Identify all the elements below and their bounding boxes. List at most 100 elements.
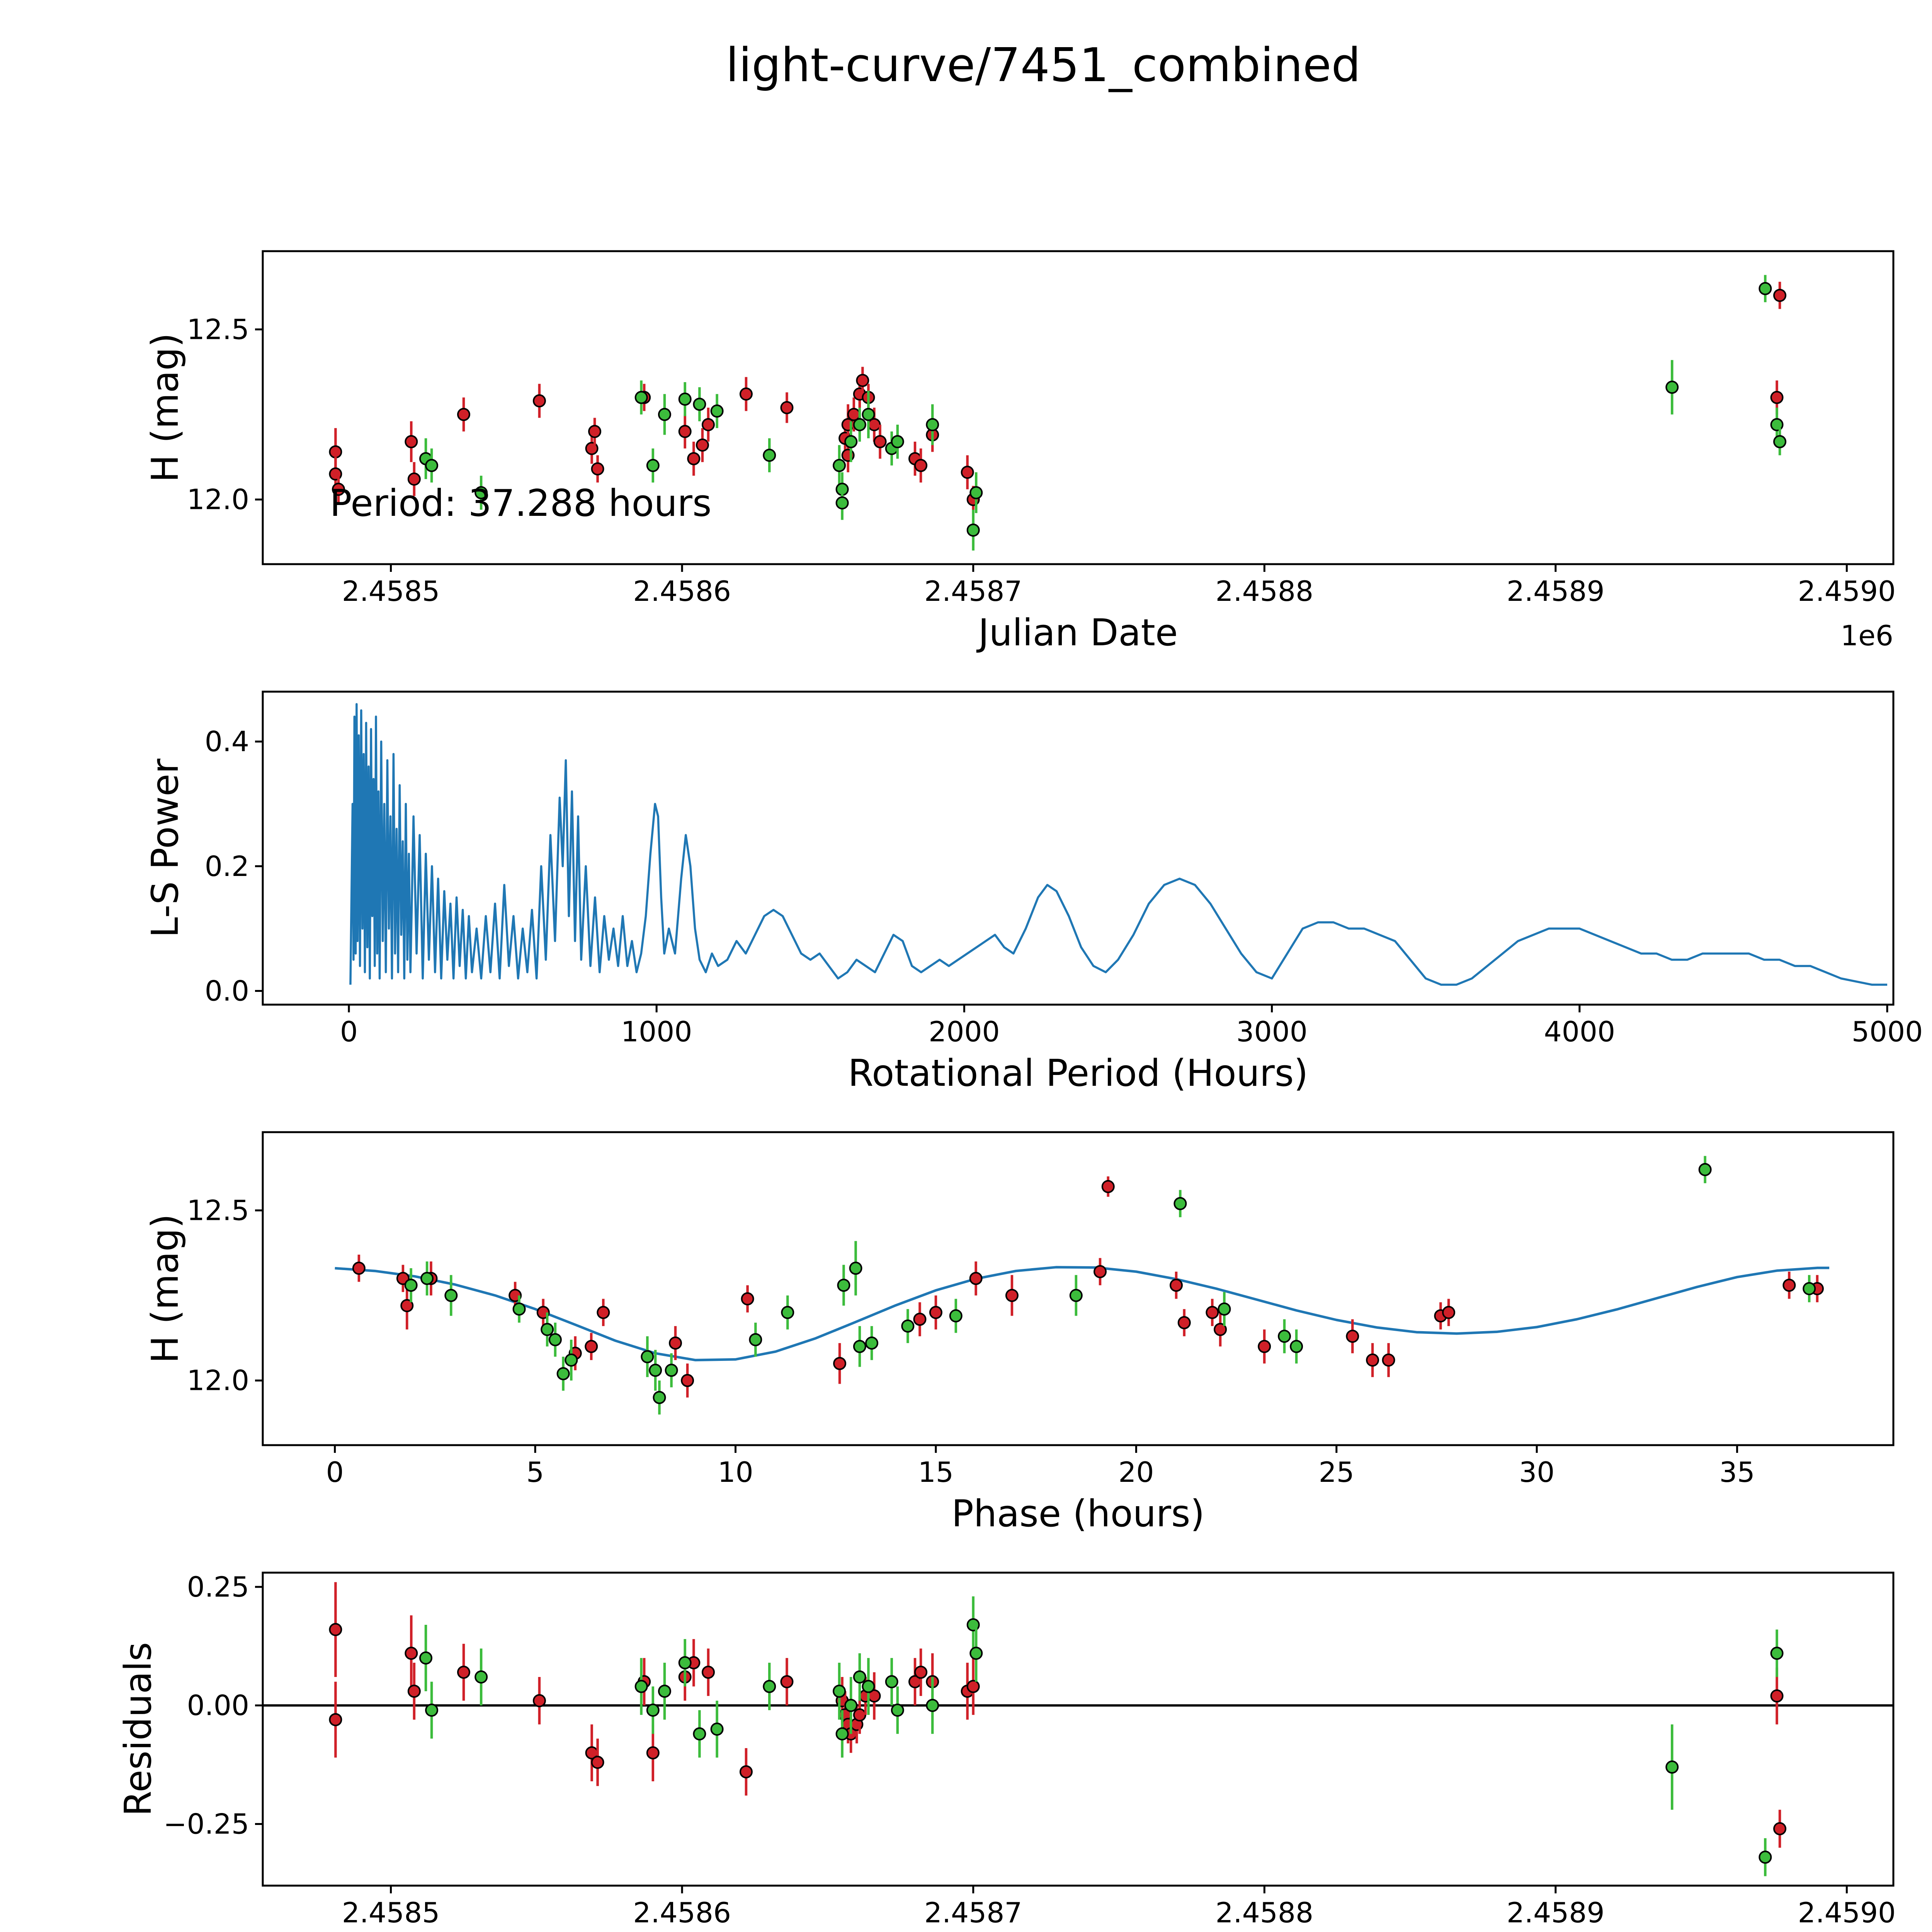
y-tick-label: 0.00: [187, 1690, 249, 1722]
x-tick-label: 2.4586: [633, 575, 731, 608]
data-point: [849, 1262, 862, 1275]
data-point: [1698, 1163, 1712, 1176]
data-point: [634, 391, 648, 404]
data-point: [865, 1336, 879, 1350]
x-axis-label: Phase (hours): [951, 1493, 1204, 1535]
x-axis-label: Rotational Period (Hours): [848, 1052, 1308, 1095]
data-point: [668, 1336, 682, 1350]
x-tick-label: 5000: [1852, 1016, 1923, 1048]
panel-phase-folded: 0 5 10 15 20 25 30 35 12.0 12.5 Phase (hours) H (ma…: [144, 1131, 1895, 1535]
data-point: [891, 1703, 904, 1717]
data-point: [1773, 289, 1787, 302]
data-point: [1173, 1197, 1187, 1210]
y-tick-label: 0.25: [187, 1571, 249, 1604]
y-tick-label: 0.2: [205, 850, 249, 883]
series-ls-power: [349, 703, 1888, 986]
data-point: [853, 418, 866, 432]
data-point: [1101, 1180, 1115, 1193]
axes-frame: [262, 690, 1895, 1006]
data-point: [966, 523, 980, 537]
data-point: [1346, 1330, 1359, 1343]
data-point: [585, 1340, 598, 1353]
x-tick-label: 20: [1118, 1456, 1154, 1489]
data-point: [425, 459, 439, 472]
x-tick-label: 2.4589: [1507, 575, 1605, 608]
data-point: [404, 1279, 418, 1292]
data-point: [474, 1670, 488, 1684]
data-point: [749, 1333, 762, 1347]
data-point: [741, 1292, 754, 1306]
axes-frame: [262, 1131, 1895, 1446]
data-point: [1803, 1282, 1816, 1295]
data-point: [634, 1680, 648, 1693]
data-point: [405, 435, 418, 449]
data-point: [966, 1680, 980, 1693]
data-point: [780, 401, 794, 414]
data-point: [833, 1684, 846, 1698]
data-point: [739, 387, 753, 401]
x-tick-label: 2.4586: [633, 1897, 731, 1929]
data-point: [407, 1684, 421, 1698]
data-point: [1759, 282, 1772, 295]
panels-group: 2.4585 2.4586 2.4587 2.4588 2.4589 2.4590 12.0…: [117, 250, 1923, 1929]
x-tick-label: 4000: [1544, 1016, 1616, 1048]
x-tick-label: 2.4585: [342, 575, 440, 608]
data-point: [1782, 1279, 1796, 1292]
data-point: [1005, 1289, 1019, 1302]
data-point: [969, 486, 983, 500]
data-point: [1277, 1330, 1291, 1343]
period-annotation: Period: 37.288 hours: [330, 482, 711, 525]
data-point: [763, 449, 776, 462]
y-tick-label: −0.25: [163, 1808, 249, 1840]
data-point: [687, 452, 701, 466]
series-green-points: [419, 275, 1787, 551]
data-point: [844, 1699, 858, 1712]
x-tick-label: 10: [718, 1456, 753, 1489]
data-point: [862, 408, 875, 421]
data-point: [913, 1313, 927, 1326]
x-tick-label: 2.4585: [342, 1897, 440, 1929]
y-tick-label: 12.0: [187, 484, 249, 516]
data-point: [588, 425, 602, 438]
sinusoid-fit-line: [335, 1266, 1830, 1362]
data-point: [693, 398, 706, 411]
y-axis-label: H (mag): [144, 333, 187, 483]
data-point: [837, 1279, 850, 1292]
data-point: [565, 1353, 578, 1367]
y-axis-label: L-S Power: [144, 758, 187, 937]
data-point: [961, 466, 974, 479]
data-point: [678, 425, 692, 438]
data-point: [696, 438, 709, 452]
data-point: [474, 486, 488, 500]
data-point: [1770, 1646, 1784, 1660]
data-point: [1770, 418, 1784, 432]
data-point: [646, 1746, 660, 1760]
x-tick-label: 0: [340, 1016, 358, 1048]
x-tick-label: 35: [1719, 1456, 1755, 1489]
data-point: [532, 1694, 546, 1708]
data-point: [862, 1680, 875, 1693]
series-sinusoid-fit: [335, 1266, 1830, 1362]
data-point: [901, 1319, 915, 1333]
data-point: [780, 1675, 794, 1689]
axes-frame: [262, 250, 1895, 565]
panel-jd-hmag: 2.4585 2.4586 2.4587 2.4588 2.4589 2.4590 12.0…: [144, 250, 1896, 654]
ls-power-line: [349, 703, 1888, 986]
data-point: [1770, 1689, 1784, 1703]
x-tick-label: 30: [1519, 1456, 1554, 1489]
y-tick-label: 12.5: [187, 314, 249, 346]
series-green-points: [404, 1156, 1816, 1415]
data-point: [873, 435, 887, 449]
series-red-points: [329, 1582, 1787, 1848]
data-point: [556, 1367, 570, 1381]
x-tick-label: 2.4587: [924, 1897, 1022, 1929]
data-point: [665, 1364, 678, 1377]
data-point: [1759, 1850, 1772, 1864]
y-tick-label: 12.0: [187, 1365, 249, 1397]
data-point: [914, 1665, 928, 1679]
data-point: [1069, 1289, 1083, 1302]
series-red-points: [329, 282, 1787, 513]
x-tick-label: 15: [918, 1456, 954, 1489]
data-point: [835, 496, 849, 510]
